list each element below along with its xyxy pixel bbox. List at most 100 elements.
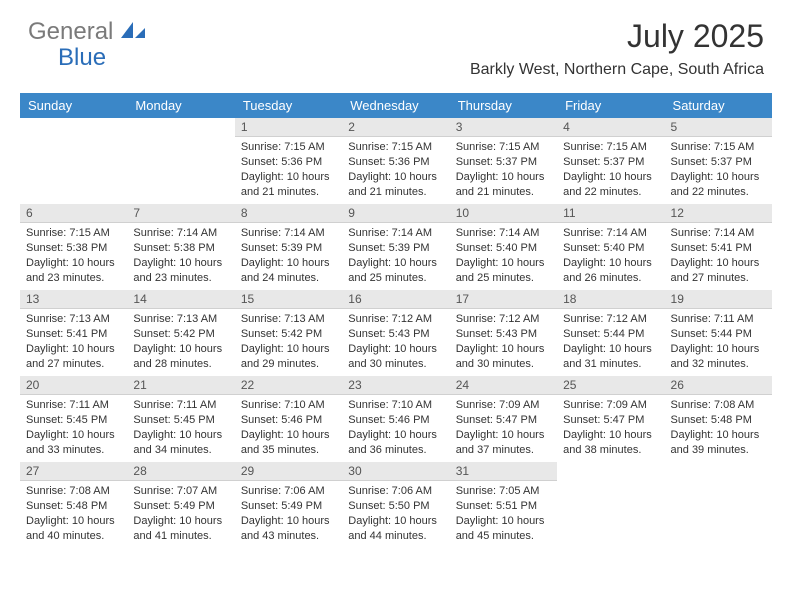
daylight-line: Daylight: 10 hours and 21 minutes.	[348, 170, 443, 200]
location-text: Barkly West, Northern Cape, South Africa	[470, 61, 764, 79]
sunrise-line: Sunrise: 7:10 AM	[348, 398, 443, 413]
sunrise-line: Sunrise: 7:11 AM	[671, 312, 766, 327]
day-number: 22	[235, 376, 342, 395]
sunset-line: Sunset: 5:48 PM	[26, 499, 121, 514]
sunset-line: Sunset: 5:39 PM	[241, 241, 336, 256]
daylight-line: Daylight: 10 hours and 35 minutes.	[241, 428, 336, 458]
weekday-header: Thursday	[450, 93, 557, 118]
day-body: Sunrise: 7:14 AMSunset: 5:39 PMDaylight:…	[342, 223, 449, 289]
daylight-line: Daylight: 10 hours and 45 minutes.	[456, 514, 551, 544]
calendar-day-cell: 29Sunrise: 7:06 AMSunset: 5:49 PMDayligh…	[235, 462, 342, 548]
day-number: 11	[557, 204, 664, 223]
calendar-day-cell: 7Sunrise: 7:14 AMSunset: 5:38 PMDaylight…	[127, 204, 234, 290]
month-title: July 2025	[470, 18, 764, 55]
calendar-day-cell: 26Sunrise: 7:08 AMSunset: 5:48 PMDayligh…	[665, 376, 772, 462]
day-number: 23	[342, 376, 449, 395]
calendar-day-cell: 21Sunrise: 7:11 AMSunset: 5:45 PMDayligh…	[127, 376, 234, 462]
calendar-week-row: 1Sunrise: 7:15 AMSunset: 5:36 PMDaylight…	[20, 118, 772, 204]
calendar-day-cell: 30Sunrise: 7:06 AMSunset: 5:50 PMDayligh…	[342, 462, 449, 548]
calendar-week-row: 13Sunrise: 7:13 AMSunset: 5:41 PMDayligh…	[20, 290, 772, 376]
day-body: Sunrise: 7:10 AMSunset: 5:46 PMDaylight:…	[235, 395, 342, 461]
daylight-line: Daylight: 10 hours and 30 minutes.	[456, 342, 551, 372]
daylight-line: Daylight: 10 hours and 41 minutes.	[133, 514, 228, 544]
daylight-line: Daylight: 10 hours and 32 minutes.	[671, 342, 766, 372]
daylight-line: Daylight: 10 hours and 21 minutes.	[456, 170, 551, 200]
day-number	[557, 462, 664, 466]
sunset-line: Sunset: 5:47 PM	[563, 413, 658, 428]
sunset-line: Sunset: 5:36 PM	[348, 155, 443, 170]
day-number: 8	[235, 204, 342, 223]
sunrise-line: Sunrise: 7:07 AM	[133, 484, 228, 499]
calendar-day-cell: 1Sunrise: 7:15 AMSunset: 5:36 PMDaylight…	[235, 118, 342, 204]
sunset-line: Sunset: 5:45 PM	[26, 413, 121, 428]
sunset-line: Sunset: 5:48 PM	[671, 413, 766, 428]
daylight-line: Daylight: 10 hours and 40 minutes.	[26, 514, 121, 544]
calendar-day-cell: 16Sunrise: 7:12 AMSunset: 5:43 PMDayligh…	[342, 290, 449, 376]
calendar-day-cell: 17Sunrise: 7:12 AMSunset: 5:43 PMDayligh…	[450, 290, 557, 376]
day-number: 15	[235, 290, 342, 309]
day-body: Sunrise: 7:14 AMSunset: 5:41 PMDaylight:…	[665, 223, 772, 289]
sunset-line: Sunset: 5:38 PM	[26, 241, 121, 256]
daylight-line: Daylight: 10 hours and 30 minutes.	[348, 342, 443, 372]
daylight-line: Daylight: 10 hours and 34 minutes.	[133, 428, 228, 458]
calendar-week-row: 27Sunrise: 7:08 AMSunset: 5:48 PMDayligh…	[20, 462, 772, 548]
calendar-day-cell: 22Sunrise: 7:10 AMSunset: 5:46 PMDayligh…	[235, 376, 342, 462]
day-number: 29	[235, 462, 342, 481]
day-number: 10	[450, 204, 557, 223]
sunset-line: Sunset: 5:38 PM	[133, 241, 228, 256]
logo-sail-icon	[119, 20, 147, 40]
weekday-header: Tuesday	[235, 93, 342, 118]
day-number: 19	[665, 290, 772, 309]
sunrise-line: Sunrise: 7:13 AM	[26, 312, 121, 327]
logo-text-general: General	[28, 18, 113, 46]
calendar-day-cell	[557, 462, 664, 548]
calendar-day-cell: 3Sunrise: 7:15 AMSunset: 5:37 PMDaylight…	[450, 118, 557, 204]
daylight-line: Daylight: 10 hours and 25 minutes.	[348, 256, 443, 286]
day-number: 1	[235, 118, 342, 137]
calendar-day-cell: 6Sunrise: 7:15 AMSunset: 5:38 PMDaylight…	[20, 204, 127, 290]
daylight-line: Daylight: 10 hours and 21 minutes.	[241, 170, 336, 200]
weekday-header: Sunday	[20, 93, 127, 118]
day-body: Sunrise: 7:12 AMSunset: 5:43 PMDaylight:…	[450, 309, 557, 375]
sunrise-line: Sunrise: 7:15 AM	[26, 226, 121, 241]
daylight-line: Daylight: 10 hours and 27 minutes.	[671, 256, 766, 286]
sunset-line: Sunset: 5:36 PM	[241, 155, 336, 170]
calendar-day-cell: 2Sunrise: 7:15 AMSunset: 5:36 PMDaylight…	[342, 118, 449, 204]
sunset-line: Sunset: 5:42 PM	[133, 327, 228, 342]
day-number: 18	[557, 290, 664, 309]
sunset-line: Sunset: 5:37 PM	[671, 155, 766, 170]
day-number	[127, 118, 234, 122]
day-number: 30	[342, 462, 449, 481]
sunset-line: Sunset: 5:39 PM	[348, 241, 443, 256]
sunset-line: Sunset: 5:45 PM	[133, 413, 228, 428]
calendar-day-cell: 5Sunrise: 7:15 AMSunset: 5:37 PMDaylight…	[665, 118, 772, 204]
day-number: 7	[127, 204, 234, 223]
calendar-day-cell	[665, 462, 772, 548]
calendar-day-cell: 11Sunrise: 7:14 AMSunset: 5:40 PMDayligh…	[557, 204, 664, 290]
day-body: Sunrise: 7:09 AMSunset: 5:47 PMDaylight:…	[450, 395, 557, 461]
logo: General Blue	[28, 18, 147, 46]
daylight-line: Daylight: 10 hours and 33 minutes.	[26, 428, 121, 458]
daylight-line: Daylight: 10 hours and 25 minutes.	[456, 256, 551, 286]
title-block: July 2025 Barkly West, Northern Cape, So…	[470, 18, 764, 79]
day-body: Sunrise: 7:06 AMSunset: 5:50 PMDaylight:…	[342, 481, 449, 547]
calendar-day-cell: 10Sunrise: 7:14 AMSunset: 5:40 PMDayligh…	[450, 204, 557, 290]
day-number: 9	[342, 204, 449, 223]
day-body: Sunrise: 7:07 AMSunset: 5:49 PMDaylight:…	[127, 481, 234, 547]
sunset-line: Sunset: 5:40 PM	[456, 241, 551, 256]
day-number: 2	[342, 118, 449, 137]
day-number	[665, 462, 772, 466]
sunrise-line: Sunrise: 7:15 AM	[563, 140, 658, 155]
calendar-day-cell: 19Sunrise: 7:11 AMSunset: 5:44 PMDayligh…	[665, 290, 772, 376]
daylight-line: Daylight: 10 hours and 37 minutes.	[456, 428, 551, 458]
sunrise-line: Sunrise: 7:14 AM	[671, 226, 766, 241]
calendar-day-cell: 15Sunrise: 7:13 AMSunset: 5:42 PMDayligh…	[235, 290, 342, 376]
calendar-week-row: 20Sunrise: 7:11 AMSunset: 5:45 PMDayligh…	[20, 376, 772, 462]
sunset-line: Sunset: 5:41 PM	[26, 327, 121, 342]
weekday-header: Monday	[127, 93, 234, 118]
day-body: Sunrise: 7:08 AMSunset: 5:48 PMDaylight:…	[665, 395, 772, 461]
calendar-day-cell: 4Sunrise: 7:15 AMSunset: 5:37 PMDaylight…	[557, 118, 664, 204]
sunrise-line: Sunrise: 7:11 AM	[133, 398, 228, 413]
daylight-line: Daylight: 10 hours and 22 minutes.	[671, 170, 766, 200]
logo-text-blue: Blue	[58, 44, 106, 72]
